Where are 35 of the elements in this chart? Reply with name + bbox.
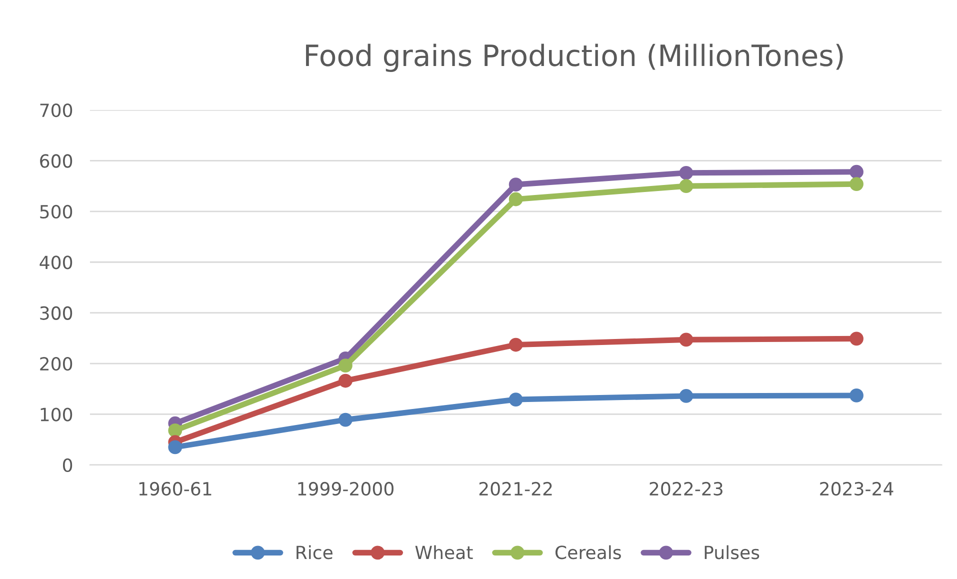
point: [508, 338, 523, 352]
point: [679, 389, 694, 403]
x-tick-label: 2023-24: [820, 482, 894, 496]
y-tick-label: 300: [40, 306, 72, 320]
legend-label: Cereals: [556, 545, 621, 560]
x-tick-label: 1960-61: [139, 482, 212, 496]
point: [338, 374, 352, 388]
point: [508, 178, 523, 192]
point: [679, 166, 694, 180]
point: [508, 392, 523, 406]
y-tick-label: 700: [40, 103, 72, 118]
point: [168, 424, 182, 438]
x-tick-label: 2022-23: [650, 482, 722, 496]
point: [508, 192, 523, 206]
point: [679, 332, 694, 347]
point: [850, 388, 864, 402]
legend-label: Wheat: [415, 545, 473, 560]
point: [679, 179, 694, 194]
y-tick-label: 0: [62, 458, 72, 472]
legend-label: Rice: [296, 545, 332, 560]
point: [338, 412, 352, 427]
legend-label: Pulses: [704, 545, 760, 560]
point: [168, 440, 182, 454]
point: [850, 332, 864, 346]
point: [850, 177, 864, 191]
y-tick-label: 100: [40, 408, 72, 422]
point: [338, 358, 352, 372]
y-tick-label: 400: [40, 256, 72, 270]
y-tick-label: 600: [40, 154, 72, 168]
chart-title: Food grains Production (MillionTones): [306, 44, 843, 72]
y-tick-label: 200: [40, 356, 72, 371]
x-tick-label: 2021-22: [479, 482, 552, 496]
x-tick-label: 1999-2000: [298, 482, 394, 496]
y-tick-label: 500: [40, 204, 72, 219]
point: [850, 164, 864, 179]
